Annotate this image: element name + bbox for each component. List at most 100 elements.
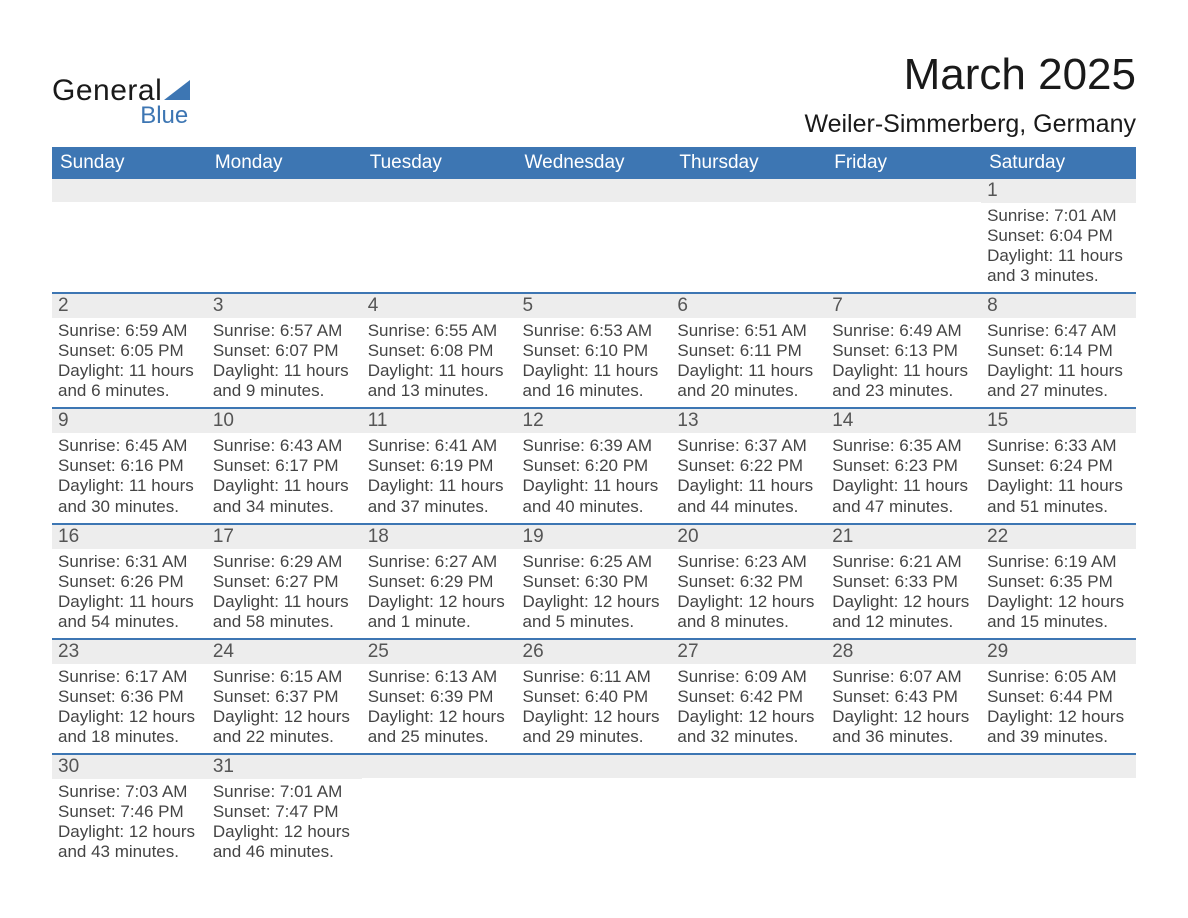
calendar-day-cell: 21Sunrise: 6:21 AMSunset: 6:33 PMDayligh…	[826, 524, 981, 639]
sunrise-text: Sunrise: 7:01 AM	[213, 782, 356, 802]
sunrise-text: Sunrise: 6:29 AM	[213, 552, 356, 572]
day-number: 13	[671, 409, 826, 433]
sunset-text: Sunset: 6:43 PM	[832, 687, 975, 707]
sunrise-text: Sunrise: 6:53 AM	[523, 321, 666, 341]
day-details: Sunrise: 6:53 AMSunset: 6:10 PMDaylight:…	[517, 318, 672, 407]
calendar-day-cell: 18Sunrise: 6:27 AMSunset: 6:29 PMDayligh…	[362, 524, 517, 639]
calendar-day-cell: 28Sunrise: 6:07 AMSunset: 6:43 PMDayligh…	[826, 639, 981, 754]
calendar-day-cell: 4Sunrise: 6:55 AMSunset: 6:08 PMDaylight…	[362, 293, 517, 408]
day-number	[671, 179, 826, 202]
calendar-day-cell	[52, 179, 207, 293]
day-number: 16	[52, 525, 207, 549]
calendar-day-cell: 7Sunrise: 6:49 AMSunset: 6:13 PMDaylight…	[826, 293, 981, 408]
sunrise-text: Sunrise: 6:37 AM	[677, 436, 820, 456]
day-number: 8	[981, 294, 1136, 318]
day-details: Sunrise: 6:23 AMSunset: 6:32 PMDaylight:…	[671, 549, 826, 638]
day-details	[826, 778, 981, 852]
calendar-day-cell: 10Sunrise: 6:43 AMSunset: 6:17 PMDayligh…	[207, 408, 362, 523]
calendar-day-cell: 26Sunrise: 6:11 AMSunset: 6:40 PMDayligh…	[517, 639, 672, 754]
calendar-table: Sunday Monday Tuesday Wednesday Thursday…	[52, 147, 1136, 868]
calendar-day-cell	[207, 179, 362, 293]
sunrise-text: Sunrise: 6:39 AM	[523, 436, 666, 456]
sunrise-text: Sunrise: 6:23 AM	[677, 552, 820, 572]
daylight-text: Daylight: 11 hours and 40 minutes.	[523, 476, 666, 516]
daylight-text: Daylight: 12 hours and 36 minutes.	[832, 707, 975, 747]
daylight-text: Daylight: 12 hours and 25 minutes.	[368, 707, 511, 747]
day-number: 10	[207, 409, 362, 433]
daylight-text: Daylight: 11 hours and 51 minutes.	[987, 476, 1130, 516]
day-details	[362, 202, 517, 276]
day-details: Sunrise: 6:55 AMSunset: 6:08 PMDaylight:…	[362, 318, 517, 407]
calendar-day-cell: 17Sunrise: 6:29 AMSunset: 6:27 PMDayligh…	[207, 524, 362, 639]
sunset-text: Sunset: 6:33 PM	[832, 572, 975, 592]
day-number: 28	[826, 640, 981, 664]
calendar-day-cell: 30Sunrise: 7:03 AMSunset: 7:46 PMDayligh…	[52, 754, 207, 868]
weekday-header: Thursday	[671, 147, 826, 179]
sunrise-text: Sunrise: 6:11 AM	[523, 667, 666, 687]
month-title: March 2025	[804, 50, 1136, 100]
calendar-day-cell: 22Sunrise: 6:19 AMSunset: 6:35 PMDayligh…	[981, 524, 1136, 639]
calendar-day-cell: 23Sunrise: 6:17 AMSunset: 6:36 PMDayligh…	[52, 639, 207, 754]
day-number	[207, 179, 362, 202]
day-number	[826, 755, 981, 778]
day-details: Sunrise: 6:47 AMSunset: 6:14 PMDaylight:…	[981, 318, 1136, 407]
day-details	[52, 202, 207, 276]
calendar-day-cell: 12 Sunrise: 6:39 AMSunset: 6:20 PMDayligh…	[517, 408, 672, 523]
sunset-text: Sunset: 6:07 PM	[213, 341, 356, 361]
daylight-text: Daylight: 12 hours and 15 minutes.	[987, 592, 1130, 632]
calendar-day-cell: 6Sunrise: 6:51 AMSunset: 6:11 PMDaylight…	[671, 293, 826, 408]
day-number: 12	[517, 409, 672, 433]
daylight-text: Daylight: 11 hours and 16 minutes.	[523, 361, 666, 401]
daylight-text: Daylight: 11 hours and 13 minutes.	[368, 361, 511, 401]
sunset-text: Sunset: 6:26 PM	[58, 572, 201, 592]
calendar-week-row: 16Sunrise: 6:31 AMSunset: 6:26 PMDayligh…	[52, 524, 1136, 639]
calendar-day-cell: 15Sunrise: 6:33 AMSunset: 6:24 PMDayligh…	[981, 408, 1136, 523]
sunrise-text: Sunrise: 6:19 AM	[987, 552, 1130, 572]
sunset-text: Sunset: 6:22 PM	[677, 456, 820, 476]
sunset-text: Sunset: 7:47 PM	[213, 802, 356, 822]
daylight-text: Daylight: 12 hours and 22 minutes.	[213, 707, 356, 747]
day-details: Sunrise: 7:01 AMSunset: 6:04 PMDaylight:…	[981, 203, 1136, 292]
daylight-text: Daylight: 12 hours and 12 minutes.	[832, 592, 975, 632]
weekday-header: Saturday	[981, 147, 1136, 179]
sunset-text: Sunset: 6:20 PM	[523, 456, 666, 476]
sunrise-text: Sunrise: 6:57 AM	[213, 321, 356, 341]
sunset-text: Sunset: 6:40 PM	[523, 687, 666, 707]
day-number: 3	[207, 294, 362, 318]
weekday-header-row: Sunday Monday Tuesday Wednesday Thursday…	[52, 147, 1136, 179]
calendar-day-cell: 29Sunrise: 6:05 AMSunset: 6:44 PMDayligh…	[981, 639, 1136, 754]
day-number	[517, 755, 672, 778]
calendar-day-cell	[362, 179, 517, 293]
day-number: 1	[981, 179, 1136, 203]
sunrise-text: Sunrise: 7:03 AM	[58, 782, 201, 802]
sunset-text: Sunset: 6:27 PM	[213, 572, 356, 592]
weekday-header: Wednesday	[517, 147, 672, 179]
sunset-text: Sunset: 6:32 PM	[677, 572, 820, 592]
sunrise-text: Sunrise: 6:31 AM	[58, 552, 201, 572]
sunrise-text: Sunrise: 6:51 AM	[677, 321, 820, 341]
calendar-day-cell: 5Sunrise: 6:53 AMSunset: 6:10 PMDaylight…	[517, 293, 672, 408]
sunset-text: Sunset: 6:30 PM	[523, 572, 666, 592]
daylight-text: Daylight: 11 hours and 27 minutes.	[987, 361, 1130, 401]
day-number: 6	[671, 294, 826, 318]
day-details: Sunrise: 6:37 AMSunset: 6:22 PMDaylight:…	[671, 433, 826, 522]
day-details: Sunrise: 6:35 AMSunset: 6:23 PMDaylight:…	[826, 433, 981, 522]
day-details: Sunrise: 6:45 AMSunset: 6:16 PMDaylight:…	[52, 433, 207, 522]
weekday-header: Monday	[207, 147, 362, 179]
calendar-day-cell: 11Sunrise: 6:41 AMSunset: 6:19 PMDayligh…	[362, 408, 517, 523]
day-details: Sunrise: 7:03 AMSunset: 7:46 PMDaylight:…	[52, 779, 207, 868]
calendar-day-cell: 8Sunrise: 6:47 AMSunset: 6:14 PMDaylight…	[981, 293, 1136, 408]
calendar-day-cell: 27Sunrise: 6:09 AMSunset: 6:42 PMDayligh…	[671, 639, 826, 754]
daylight-text: Daylight: 12 hours and 1 minute.	[368, 592, 511, 632]
daylight-text: Daylight: 11 hours and 20 minutes.	[677, 361, 820, 401]
sunset-text: Sunset: 7:46 PM	[58, 802, 201, 822]
sunset-text: Sunset: 6:13 PM	[832, 341, 975, 361]
location: Weiler-Simmerberg, Germany	[804, 110, 1136, 139]
day-details	[671, 778, 826, 852]
calendar-page: General Blue March 2025 Weiler-Simmerber…	[0, 0, 1188, 868]
daylight-text: Daylight: 11 hours and 9 minutes.	[213, 361, 356, 401]
sunrise-text: Sunrise: 6:55 AM	[368, 321, 511, 341]
daylight-text: Daylight: 12 hours and 5 minutes.	[523, 592, 666, 632]
day-details: Sunrise: 6:31 AMSunset: 6:26 PMDaylight:…	[52, 549, 207, 638]
calendar-day-cell: 9Sunrise: 6:45 AMSunset: 6:16 PMDaylight…	[52, 408, 207, 523]
